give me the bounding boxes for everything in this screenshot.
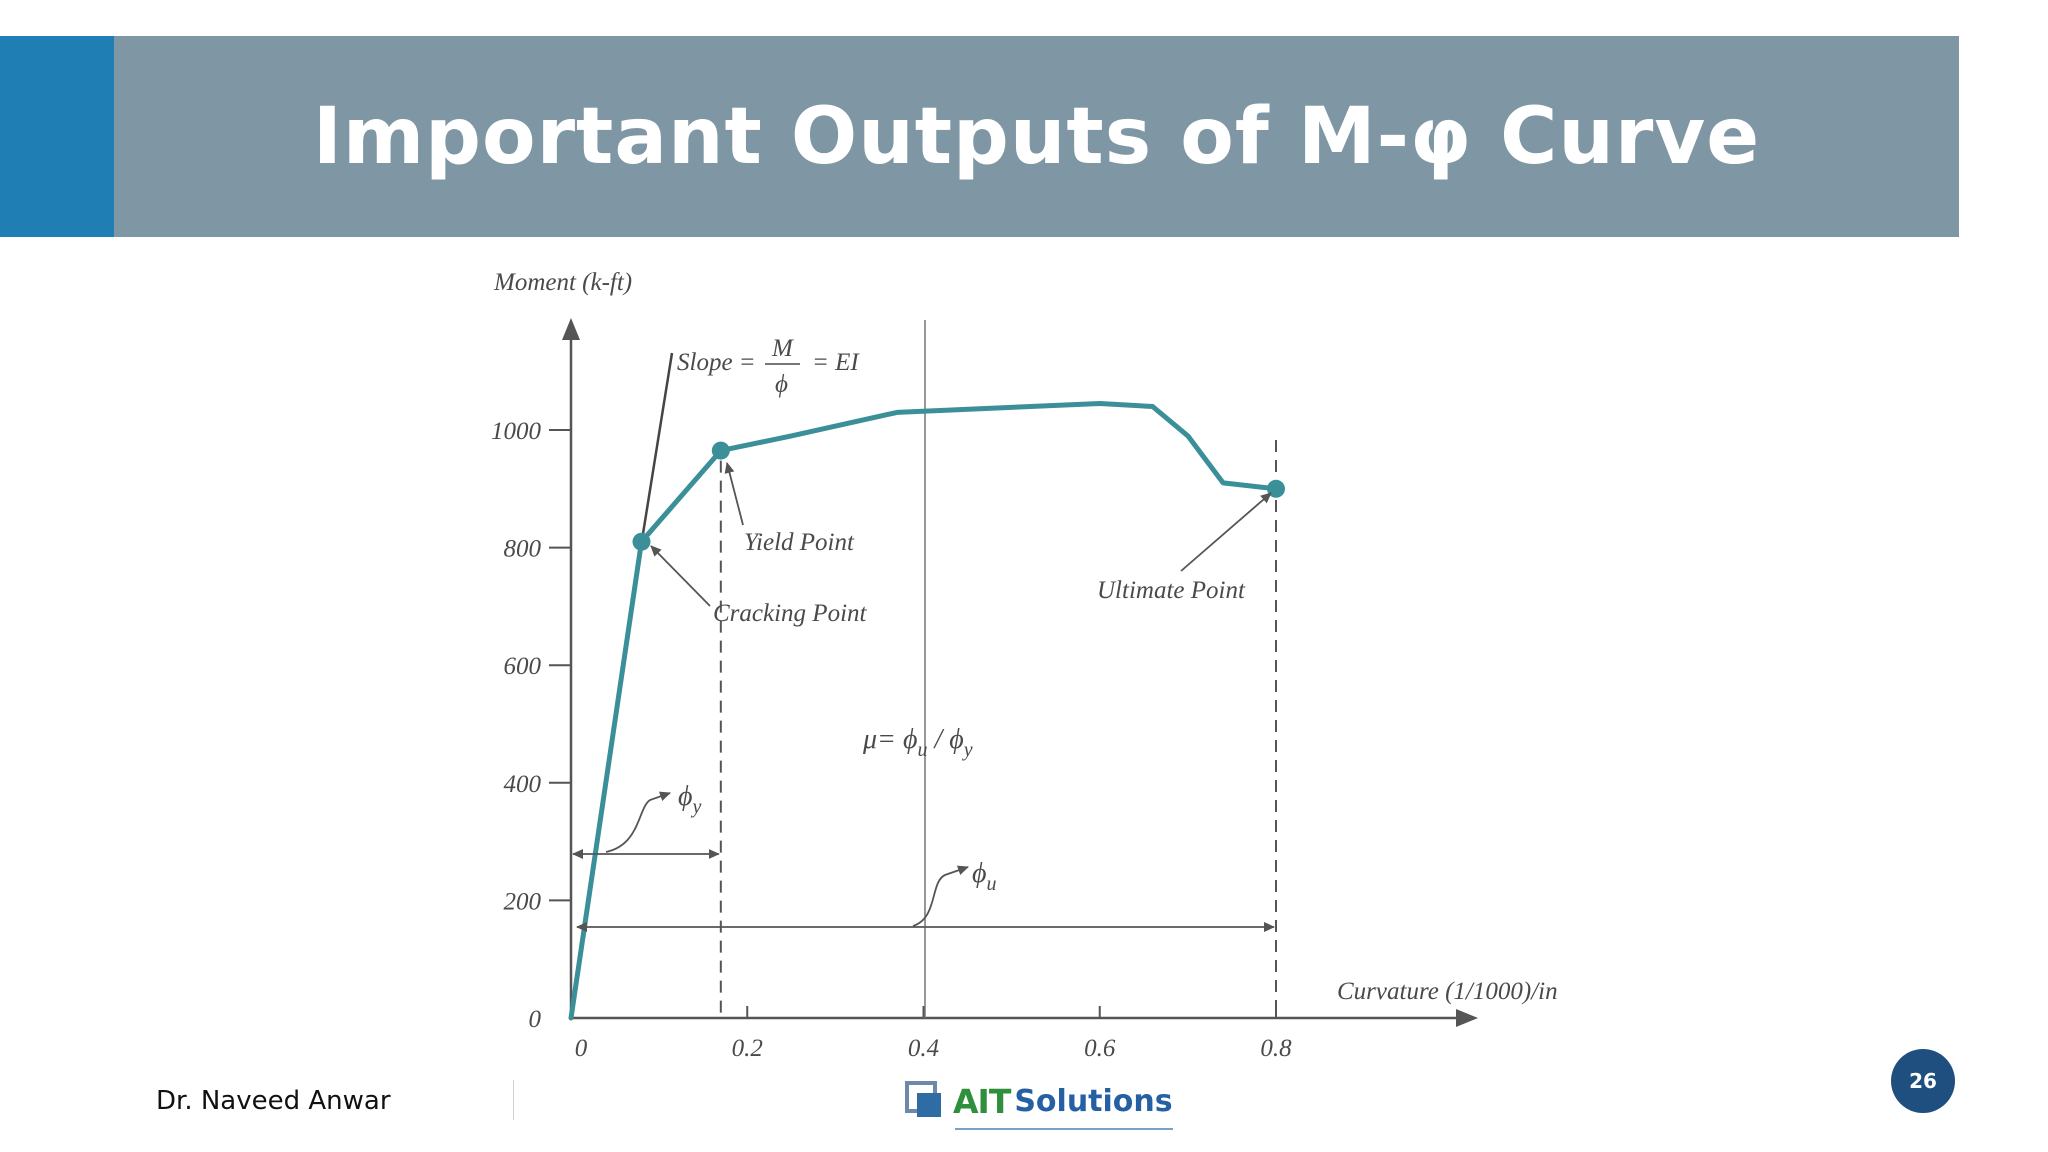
y-tick-label: 200 — [504, 888, 542, 915]
slope-numerator: M — [771, 335, 794, 362]
yield-point-label: Yield Point — [744, 529, 855, 556]
slope-line — [640, 352, 674, 541]
y-tick-label: 1000 — [491, 418, 542, 445]
footer-author: Dr. Naveed Anwar — [156, 1086, 391, 1116]
title-accent — [0, 36, 114, 237]
slope-suffix: = EI — [812, 349, 860, 376]
phi-y-symbol: ϕ — [678, 781, 693, 812]
logo-underline — [955, 1128, 1173, 1130]
phi-y-subscript: y — [691, 796, 702, 818]
cracking-point-label: Cracking Point — [713, 600, 868, 627]
ultimate-point-leader — [1180, 492, 1272, 572]
title-bar: Important Outputs of M-φ Curve — [0, 36, 1959, 237]
x-tick-label: 0.2 — [732, 1035, 763, 1062]
phi-u-subscript: u — [987, 873, 997, 895]
y-axis-arrowhead — [562, 318, 580, 340]
moment-curvature-series — [568, 401, 1279, 1021]
logo-text-ait: AIT — [953, 1081, 1011, 1121]
ait-solutions-logo: AIT Solutions — [905, 1076, 1173, 1130]
ductility-mid: / ϕ — [927, 724, 963, 755]
cracking-point-leader — [650, 545, 711, 607]
ductility-prefix: μ= ϕ — [862, 724, 917, 755]
y-axis-label: Moment (k-ft) — [493, 269, 632, 296]
phi-u-symbol: ϕ — [972, 858, 987, 889]
footer-divider — [513, 1080, 514, 1120]
y-tick-label: 400 — [504, 771, 542, 798]
ait-logo-icon — [905, 1081, 945, 1121]
x-tick-label: 0.6 — [1084, 1035, 1116, 1062]
ductility-formula: μ= ϕu / ϕy — [862, 724, 973, 761]
key-point-marker — [711, 441, 730, 460]
x-axis-arrowhead — [1456, 1009, 1478, 1027]
y-tick-label: 800 — [504, 536, 542, 563]
slope-annotation: Slope = M ϕ = EI — [677, 335, 860, 398]
phi-y-leader — [605, 791, 671, 853]
x-tick-label: 0.4 — [908, 1035, 939, 1062]
logo-text-solutions: Solutions — [1014, 1083, 1173, 1119]
axis-ticks: 0 0.2 0.4 0.6 0.8 0 200 400 600 800 1000 — [491, 418, 1292, 1062]
page-number-badge: 26 — [1891, 1049, 1955, 1113]
phi-u-label: ϕu — [972, 858, 997, 895]
key-point-marker — [632, 532, 651, 551]
y-tick-label: 600 — [504, 653, 542, 680]
ultimate-point-label: Ultimate Point — [1097, 577, 1246, 604]
phi-u-leader — [912, 865, 969, 927]
slope-denominator: ϕ — [775, 371, 788, 398]
slide-title: Important Outputs of M-φ Curve — [312, 91, 1761, 182]
y-tick-label: 0 — [529, 1006, 542, 1033]
ductility-sub-y: y — [962, 739, 973, 761]
x-axis-label: Curvature (1/1000)/in — [1337, 978, 1558, 1005]
x-tick-label: 0 — [575, 1035, 588, 1062]
slope-prefix: Slope = — [677, 349, 756, 376]
yield-point-leader — [724, 462, 744, 526]
x-tick-label: 0.8 — [1260, 1035, 1292, 1062]
ductility-sub-u: u — [917, 739, 927, 761]
key-points — [632, 441, 1285, 551]
phi-y-label: ϕy — [678, 781, 702, 818]
